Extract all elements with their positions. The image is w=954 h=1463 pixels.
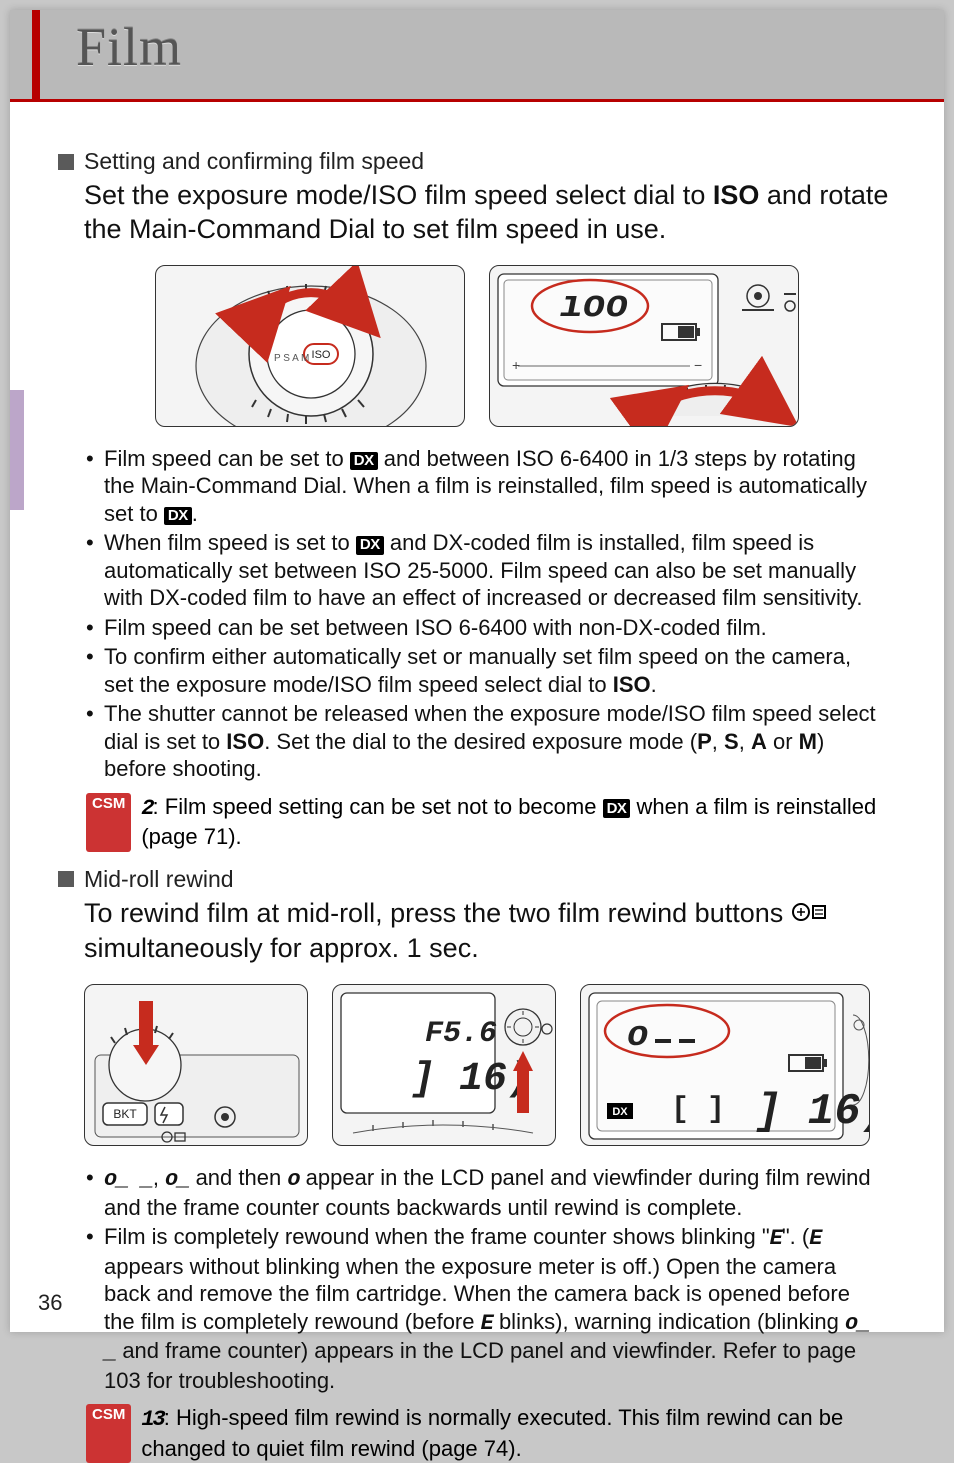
e-sym: E [809,1226,821,1251]
svg-text:−: − [694,357,702,373]
fig-lcd-iso: ıoo + − [489,265,799,427]
section2-main: To rewind film at mid-roll, press the tw… [84,897,896,967]
txt: To confirm either automatically set or m… [104,644,851,697]
section2-bullets: o_ _, o_ and then o appear in the LCD pa… [86,1164,886,1394]
header-band: Film [10,10,944,102]
iso-bold: ISO [226,729,264,754]
svg-text:DX: DX [612,1106,628,1118]
csm-text: 13: High-speed film rewind is normally e… [141,1404,896,1463]
section1-head: Setting and confirming film speed [58,148,896,175]
txt: When film speed is set to [104,530,356,555]
fig-iso-dial: ISO P S A M [155,265,465,427]
csm-num: 13 [141,1407,163,1432]
txt: : Film speed setting can be set not to b… [153,794,603,819]
square-bullet-icon [58,154,74,170]
mode-p: P [697,729,712,754]
section2-label: Mid-roll rewind [84,866,234,893]
txt: Film speed can be set to [104,446,350,471]
section1-csm: CSM 2: Film speed setting can be set not… [86,793,896,852]
txt: : High-speed film rewind is normally exe… [141,1405,843,1461]
content: Setting and confirming film speed Set th… [10,102,944,1463]
svg-text:BKT: BKT [113,1107,137,1121]
csm-num: 2 [141,796,152,821]
page-number: 36 [38,1290,62,1316]
dx-icon: DX [350,452,378,471]
txt: Film is completely rewound when the fram… [104,1224,770,1249]
section1-main: Set the exposure mode/ISO film speed sel… [84,179,896,247]
section2-csm: CSM 13: High-speed film rewind is normal… [86,1404,896,1463]
svg-text:F5.6: F5.6 [425,1017,497,1051]
page-title: Film [76,16,182,78]
s2-bullet-2: Film is completely rewound when the fram… [86,1223,886,1394]
rewind-buttons-icon [791,899,829,933]
svg-text:ıoo: ıoo [560,285,628,328]
dx-icon: DX [603,799,631,819]
fig-bkt-button: BKT [84,984,308,1146]
section1-bullets: Film speed can be set to DX and between … [86,445,886,783]
e-sym: E [481,1311,493,1336]
iso-bold: ISO [613,672,651,697]
svg-text:] 16): ] 16) [411,1057,531,1102]
txt: . [192,501,198,526]
txt: , [153,1165,165,1190]
svg-text:] 16): ] 16) [755,1087,870,1137]
svg-text:P S A M: P S A M [274,353,309,364]
s1-bullet-5: The shutter cannot be released when the … [86,700,886,783]
section1-label: Setting and confirming film speed [84,148,424,175]
txt: and frame counter) appears in the LCD pa… [104,1338,856,1393]
section1-figures: ISO P S A M ıoo [58,265,896,427]
mode-s: S [724,729,739,754]
svg-text:+: + [512,357,520,373]
section2-head: Mid-roll rewind [58,866,896,893]
s1-bullet-3: Film speed can be set between ISO 6-6400… [86,614,886,642]
e-sym: E [770,1226,782,1251]
seg-sym: o [287,1167,299,1192]
s1-bullet-2: When film speed is set to DX and DX-code… [86,529,886,612]
csm-text: 2: Film speed setting can be set not to … [141,793,896,852]
s2-main-a: To rewind film at mid-roll, press the tw… [84,898,791,928]
svg-text:[ ]: [ ] [671,1093,725,1127]
txt: and then [189,1165,287,1190]
dx-icon: DX [164,507,192,526]
txt: . Set the dial to the desired exposure m… [264,729,697,754]
csm-badge-icon: CSM [86,793,131,852]
seg-sym: o_ _ [104,1167,153,1192]
square-bullet-icon [58,871,74,887]
dx-icon: DX [356,536,384,555]
s1-main-a: Set the exposure mode/ISO film speed sel… [84,180,713,210]
s1-bullet-1: Film speed can be set to DX and between … [86,445,886,528]
mode-m: M [799,729,817,754]
csm-badge-icon: CSM [86,1404,131,1463]
page: Film Setting and confirming film speed S… [10,10,944,1332]
s1-iso: ISO [713,180,760,210]
fig-lcd-rewind: o DX [ ] ] 16) [580,984,870,1146]
fig-rewind-button-2: F5.6 ] 16) [332,984,556,1146]
iso-dial-label: ISO [312,349,331,361]
header-red-notch [32,10,40,102]
txt: ". ( [782,1224,809,1249]
side-tab [10,390,24,510]
seg-sym: o_ [165,1167,189,1192]
s1-bullet-4: To confirm either automatically set or m… [86,643,886,698]
txt: . [651,672,657,697]
mode-a: A [751,729,767,754]
s2-bullet-1: o_ _, o_ and then o appear in the LCD pa… [86,1164,886,1221]
txt: blinks), warning indication (blinking [493,1309,845,1334]
s2-main-b: simultaneously for approx. 1 sec. [84,933,479,963]
section2-figures: BKT F5.6 [58,984,896,1146]
svg-text:o: o [627,1015,649,1056]
